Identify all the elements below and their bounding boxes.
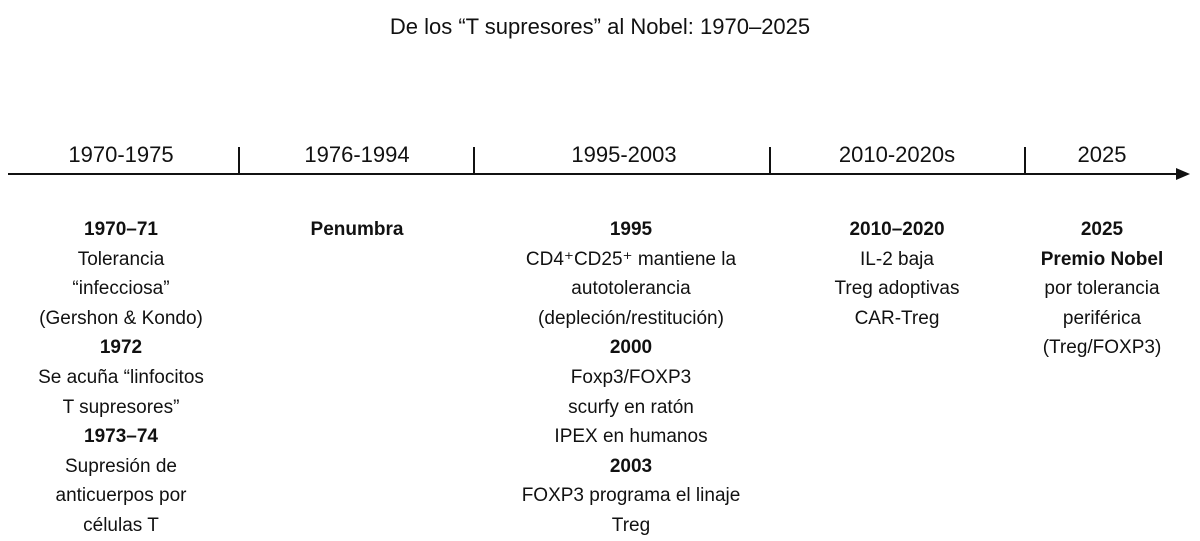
event-text: anticuerpos por [55,485,187,507]
event-heading: 2025 [1080,219,1124,240]
event-heading: 1970–71 [84,219,158,240]
event-heading: Penumbra [310,219,404,240]
period-label-2010-2020s: 2010-2020s [838,142,956,167]
event-text: CAR-Treg [854,307,940,329]
event-text: “infecciosa” [72,278,170,300]
event-text: T supresores” [62,396,180,418]
event-text: Treg adoptivas [834,278,960,300]
event-heading: Premio Nobel [1040,248,1164,270]
event-text: autotolerancia [571,278,691,300]
event-heading: 2010–2020 [849,219,945,240]
diagram-title: De los “T supresores” al Nobel: 1970–202… [389,14,811,39]
event-text: IPEX en humanos [554,426,708,448]
events-column-2010-2020s: 2010–2020 IL-2 baja Treg adoptivas CAR-Treg [835,215,960,333]
event-heading: 1973–74 [84,426,158,448]
event-text: IL-2 baja [860,248,934,270]
event-text: Se acuña “linfocitos [38,366,204,388]
period-label-1995-2003: 1995-2003 [571,142,677,167]
events-column-1970-1975: 1970–71 Tolerancia “infecciosa” (Gershon & … [38,215,204,541]
event-text: por tolerancia [1044,278,1160,300]
timeline-axis [8,173,1178,175]
event-text: células T [83,514,159,536]
event-text: FOXP3 programa el linaje [521,485,741,507]
event-heading: 2003 [609,455,653,477]
period-label-2025: 2025 [1077,142,1127,167]
event-text: CD4⁺CD25⁺ mantiene la [525,248,737,270]
events-column-2025: 2025 Premio Nobel por tolerancia periférica… [1041,215,1163,363]
event-text: periférica [1062,307,1142,329]
timeline-divider-3 [769,147,771,173]
event-text: (depleción/restitución) [538,307,724,329]
event-text: scurfy en ratón [568,396,694,418]
event-text: Foxp3/FOXP3 [570,366,692,388]
period-label-1970-1975: 1970-1975 [68,142,174,167]
timeline-arrowhead [1176,168,1190,180]
event-text: Supresión de [65,455,177,477]
timeline-divider-4 [1024,147,1026,173]
event-heading: 2000 [609,337,653,359]
event-heading: 1972 [99,337,143,359]
timeline-divider-2 [473,147,475,173]
event-heading: 1995 [609,219,653,240]
events-column-1976-1994: Penumbra [311,215,404,245]
period-label-1976-1994: 1976-1994 [304,142,410,167]
timeline-divider-1 [238,147,240,173]
event-text: Treg [611,514,651,536]
event-text: (Treg/FOXP3) [1042,337,1162,359]
event-text: (Gershon & Kondo) [39,307,203,329]
event-text: Tolerancia [77,248,165,270]
events-column-1995-2003: 1995 CD4⁺CD25⁺ mantiene la autotolerancia (… [522,215,741,541]
